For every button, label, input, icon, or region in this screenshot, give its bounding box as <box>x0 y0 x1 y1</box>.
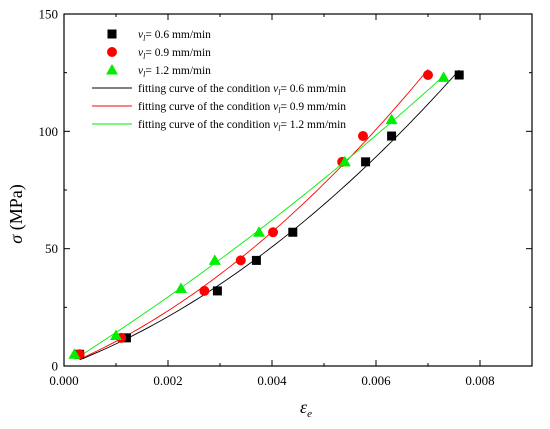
series-1-point <box>121 333 131 343</box>
legend-marker-3 <box>106 64 118 75</box>
series-1-point <box>361 157 371 167</box>
x-tick-label: 0.000 <box>49 373 78 388</box>
plot-area <box>63 13 533 367</box>
series-3-point <box>175 282 187 294</box>
fit-curve-2 <box>79 69 429 360</box>
series-1-point <box>212 286 222 296</box>
x-tick-label: 0.002 <box>153 373 182 388</box>
series-2-point <box>423 70 433 81</box>
legend-marker-1 <box>107 29 117 39</box>
x-tick-label: 0.008 <box>465 373 494 388</box>
data-markers <box>68 70 464 360</box>
series-3-point <box>208 254 221 265</box>
series-3-point <box>385 113 398 125</box>
y-tick-label: 100 <box>39 124 59 139</box>
series-3-point <box>68 348 81 359</box>
legend-label-6: fitting curve of the condition vl= 1.2 m… <box>138 119 346 133</box>
y-tick-label: 150 <box>39 7 59 22</box>
y-tick-label: 50 <box>45 241 58 256</box>
series-1-point <box>387 131 397 141</box>
series-2-point <box>358 131 368 142</box>
series-3-point <box>338 155 351 167</box>
fit-curve-1 <box>79 69 460 361</box>
series-2-point <box>235 255 246 266</box>
axis-ticks: 0.000 0.002 0.004 0.006 0.008 0 50 100 150 <box>39 7 532 388</box>
x-tick-label: 0.004 <box>257 373 287 388</box>
legend: vl= 0.6 mm/min vl= 0.9 mm/min vl= 1.2 mm/m… <box>92 29 346 133</box>
y-axis-title: σ (MPa) <box>6 184 27 243</box>
legend-label-5: fitting curve of the condition vl= 0.9 m… <box>138 101 346 115</box>
series-3-point <box>437 71 450 82</box>
plot-frame <box>63 13 533 367</box>
series-1-point <box>454 70 464 80</box>
x-axis-title: εe <box>300 397 312 420</box>
y-tick-label: 0 <box>52 359 59 374</box>
series-3-point <box>110 329 122 340</box>
legend-marker-2 <box>107 47 117 57</box>
legend-label-2: vl= 0.9 mm/min <box>138 47 211 61</box>
series-1-point <box>288 227 298 237</box>
x-tick-label: 0.006 <box>361 373 391 388</box>
legend-label-4: fitting curve of the condition vl= 0.6 m… <box>138 83 346 97</box>
series-1-point <box>251 255 261 265</box>
series-2-point <box>199 285 210 296</box>
legend-label-3: vl= 1.2 mm/min <box>138 65 211 79</box>
legend-label-1: vl= 0.6 mm/min <box>138 29 211 43</box>
fit-curves <box>74 69 460 361</box>
series-2-point <box>268 227 279 238</box>
series-3-point <box>253 226 265 237</box>
